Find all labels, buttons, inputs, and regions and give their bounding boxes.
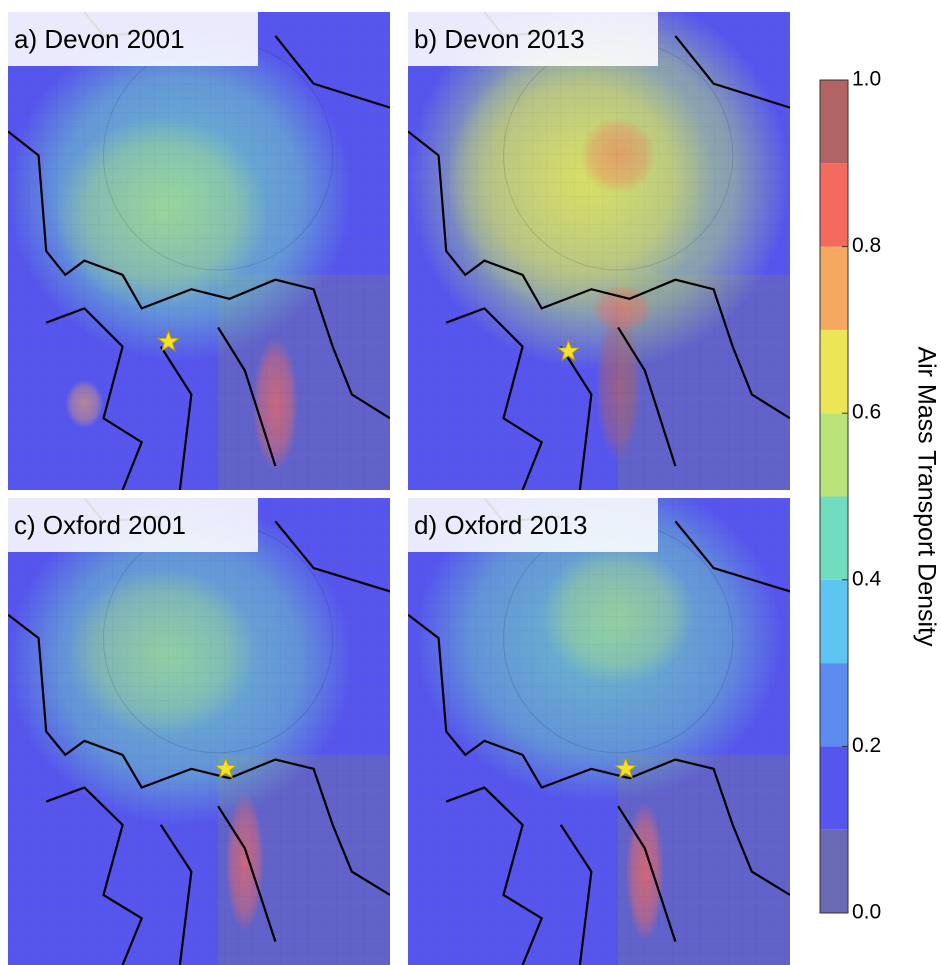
coastline <box>408 498 790 965</box>
colorbar-band <box>820 746 848 830</box>
colorbar-tick-label: 0.4 <box>852 567 882 590</box>
coastline <box>8 498 390 965</box>
map-panel: d) Oxford 2013 <box>408 498 790 965</box>
panel-label-box <box>8 12 258 66</box>
colorbar-label: Air Mass Transport Density <box>912 346 940 647</box>
panel-label-box <box>8 498 258 552</box>
colorbar-tick-label: 0.8 <box>852 234 881 257</box>
site-star <box>613 756 638 780</box>
map-grid <box>8 12 390 490</box>
colorbar-tick-label: 0.0 <box>852 901 881 924</box>
colorbar-tick-label: 0.6 <box>852 401 881 424</box>
colorbar-tick-label: 1.0 <box>852 68 881 91</box>
colorbar-band <box>820 163 848 247</box>
colorbar-band <box>820 80 848 164</box>
map-grid <box>408 498 790 965</box>
colorbar-tick-label: 0.2 <box>852 734 881 757</box>
colorbar-band <box>820 663 848 747</box>
coastline <box>8 12 390 490</box>
map-panel: b) Devon 2013 <box>408 12 790 490</box>
colorbar-band <box>820 496 848 580</box>
site-star <box>213 756 238 780</box>
map-panel: a) Devon 2001 <box>8 12 390 490</box>
panel-label: b) Devon 2013 <box>414 24 585 54</box>
coastline <box>408 12 790 490</box>
colorbar-band <box>820 579 848 664</box>
panel-label-box <box>408 12 658 66</box>
colorbar-band <box>820 246 848 330</box>
colorbar-band <box>820 413 848 497</box>
map-grid <box>408 12 790 490</box>
site-star <box>156 329 181 352</box>
panel-label-box <box>408 498 658 552</box>
colorbar-band <box>820 329 848 414</box>
panel-label: a) Devon 2001 <box>14 24 185 54</box>
panel-label: d) Oxford 2013 <box>414 510 587 540</box>
panel-label: c) Oxford 2001 <box>14 510 186 540</box>
map-panel: c) Oxford 2001 <box>8 498 390 965</box>
colorbar-frame <box>819 79 849 914</box>
map-grid <box>8 498 390 965</box>
colorbar-band <box>820 829 848 913</box>
site-star <box>556 338 581 362</box>
